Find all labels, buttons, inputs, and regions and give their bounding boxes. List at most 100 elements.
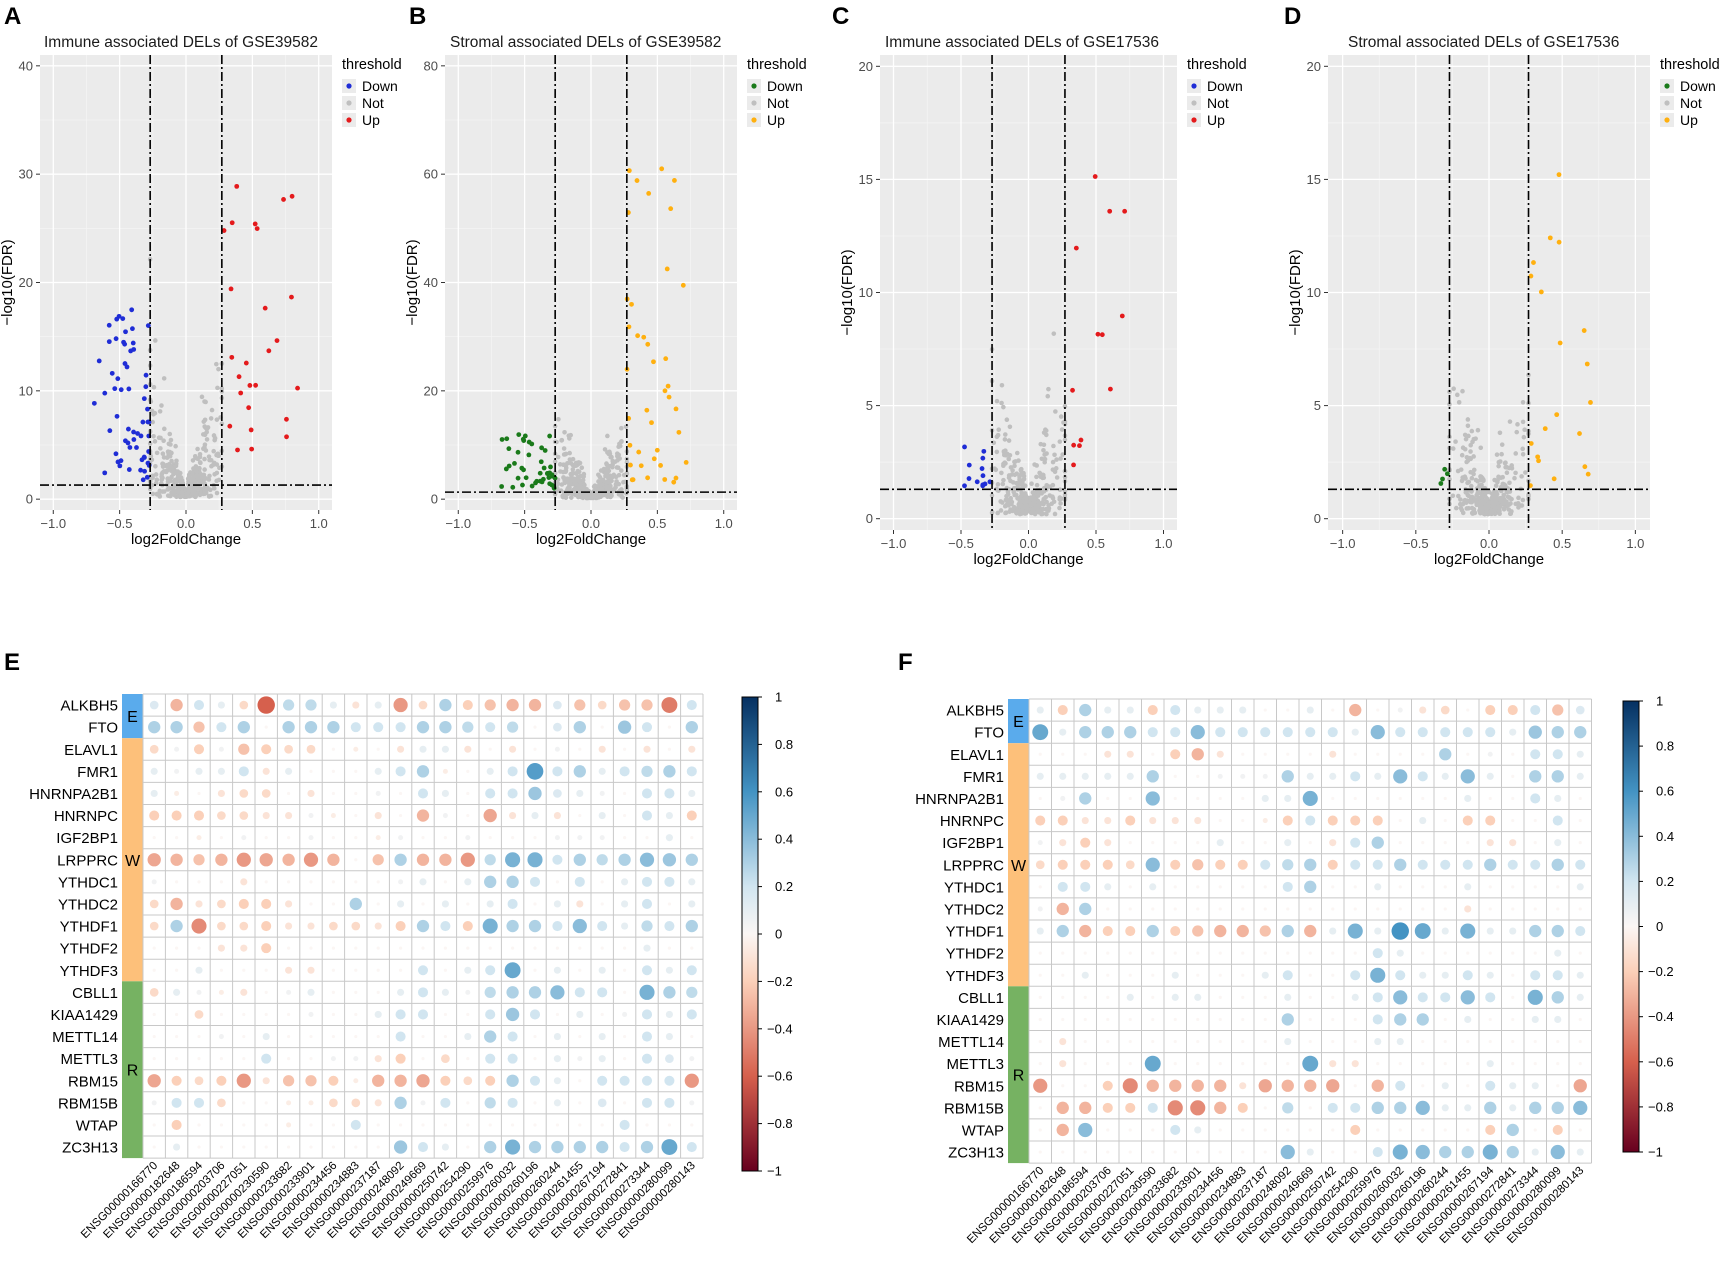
point-not	[1526, 493, 1531, 499]
colorbar-tick-label: 0	[775, 927, 782, 942]
correlation-cell	[1395, 727, 1406, 738]
correlation-cell	[1281, 1079, 1294, 1092]
point-not	[1455, 392, 1460, 398]
correlation-cell	[466, 946, 470, 950]
correlation-cell	[1126, 750, 1134, 758]
point-not	[194, 492, 199, 498]
correlation-cell	[1417, 727, 1428, 738]
correlation-cell	[1145, 857, 1160, 872]
correlation-cell	[599, 790, 605, 796]
correlation-cell	[1263, 1039, 1267, 1044]
correlation-cell	[1038, 885, 1042, 889]
correlation-cell	[1038, 995, 1042, 999]
point-not	[589, 494, 594, 500]
correlation-cell	[597, 987, 608, 998]
correlation-cell	[463, 1076, 473, 1086]
point-not	[204, 437, 210, 442]
row-label: RBM15	[954, 1078, 1004, 1095]
point-not	[1003, 510, 1008, 516]
point-down	[102, 470, 108, 476]
point-not	[556, 416, 561, 422]
correlation-cell	[1485, 815, 1496, 826]
correlation-cell	[641, 810, 653, 821]
correlation-cell	[1574, 725, 1587, 739]
correlation-cell	[485, 1053, 496, 1064]
correlation-cell	[329, 701, 337, 709]
correlation-cell	[1482, 1144, 1498, 1160]
correlation-cell	[1576, 993, 1584, 1001]
point-down	[112, 386, 118, 392]
legend-marker	[346, 100, 352, 106]
correlation-cell	[1414, 923, 1431, 940]
point-not	[1062, 474, 1068, 480]
correlation-cell	[1372, 992, 1383, 1003]
point-down	[135, 431, 140, 436]
correlation-cell	[1531, 1015, 1539, 1024]
correlation-cell	[1511, 818, 1515, 823]
correlation-cell	[510, 1123, 515, 1127]
correlation-cell	[667, 946, 672, 950]
correlation-cell	[217, 789, 225, 798]
group-band-r	[122, 981, 143, 1159]
correlation-cell	[1241, 1062, 1245, 1066]
point-not	[1521, 434, 1527, 440]
correlation-cell	[264, 1101, 268, 1105]
correlation-cell	[1128, 1017, 1132, 1022]
panel-label-c: C	[832, 3, 849, 30]
point-up	[1099, 332, 1105, 338]
correlation-cell	[421, 946, 425, 950]
correlation-cell	[600, 1012, 604, 1017]
point-not	[1000, 481, 1006, 487]
point-not	[1052, 452, 1057, 458]
correlation-cell	[466, 1101, 470, 1105]
correlation-cell	[197, 1034, 201, 1039]
point-not	[1485, 506, 1490, 511]
correlation-cell	[576, 1010, 584, 1019]
correlation-cell	[1393, 769, 1408, 784]
legend-item-not: Not	[1207, 95, 1229, 111]
correlation-cell	[174, 768, 180, 774]
correlation-cell	[600, 725, 604, 729]
point-not	[995, 488, 1001, 493]
point-not	[153, 338, 158, 343]
point-not	[1057, 495, 1063, 500]
correlation-cell	[443, 880, 447, 884]
correlation-cell	[1059, 728, 1067, 736]
point-up	[1551, 476, 1557, 482]
y-tick-label: 5	[1314, 398, 1321, 413]
correlation-cell	[331, 836, 335, 840]
correlation-cell	[1216, 706, 1224, 714]
correlation-cell	[527, 852, 543, 868]
point-not	[1002, 437, 1008, 442]
correlation-cell	[1441, 772, 1449, 780]
correlation-cell	[1439, 748, 1452, 761]
correlation-cell	[506, 919, 519, 933]
correlation-cell	[1151, 1039, 1155, 1044]
correlation-cell	[376, 968, 380, 972]
correlation-cell	[1308, 1017, 1312, 1022]
correlation-cell	[1263, 995, 1267, 999]
correlation-cell	[309, 902, 313, 906]
y-tick-label: 10	[859, 285, 873, 300]
point-not	[153, 472, 159, 477]
y-tick-label: 20	[424, 383, 438, 398]
correlation-cell	[578, 747, 582, 751]
point-not	[992, 466, 997, 471]
correlation-cell	[1556, 1039, 1560, 1044]
point-down	[521, 438, 527, 443]
point-not	[566, 480, 572, 486]
correlation-cell	[282, 699, 295, 711]
correlation-cell	[1554, 794, 1562, 803]
correlation-cell	[287, 836, 291, 840]
correlation-cell	[1466, 752, 1470, 756]
correlation-cell	[1575, 859, 1586, 870]
point-not	[1035, 489, 1041, 495]
correlation-cell	[1329, 927, 1337, 935]
point-not	[179, 489, 185, 495]
correlation-cell	[174, 790, 180, 796]
correlation-cell	[262, 1077, 270, 1085]
correlation-cell	[354, 836, 358, 840]
point-not	[1057, 439, 1063, 444]
point-not	[165, 455, 170, 460]
correlation-cell	[1104, 839, 1112, 847]
